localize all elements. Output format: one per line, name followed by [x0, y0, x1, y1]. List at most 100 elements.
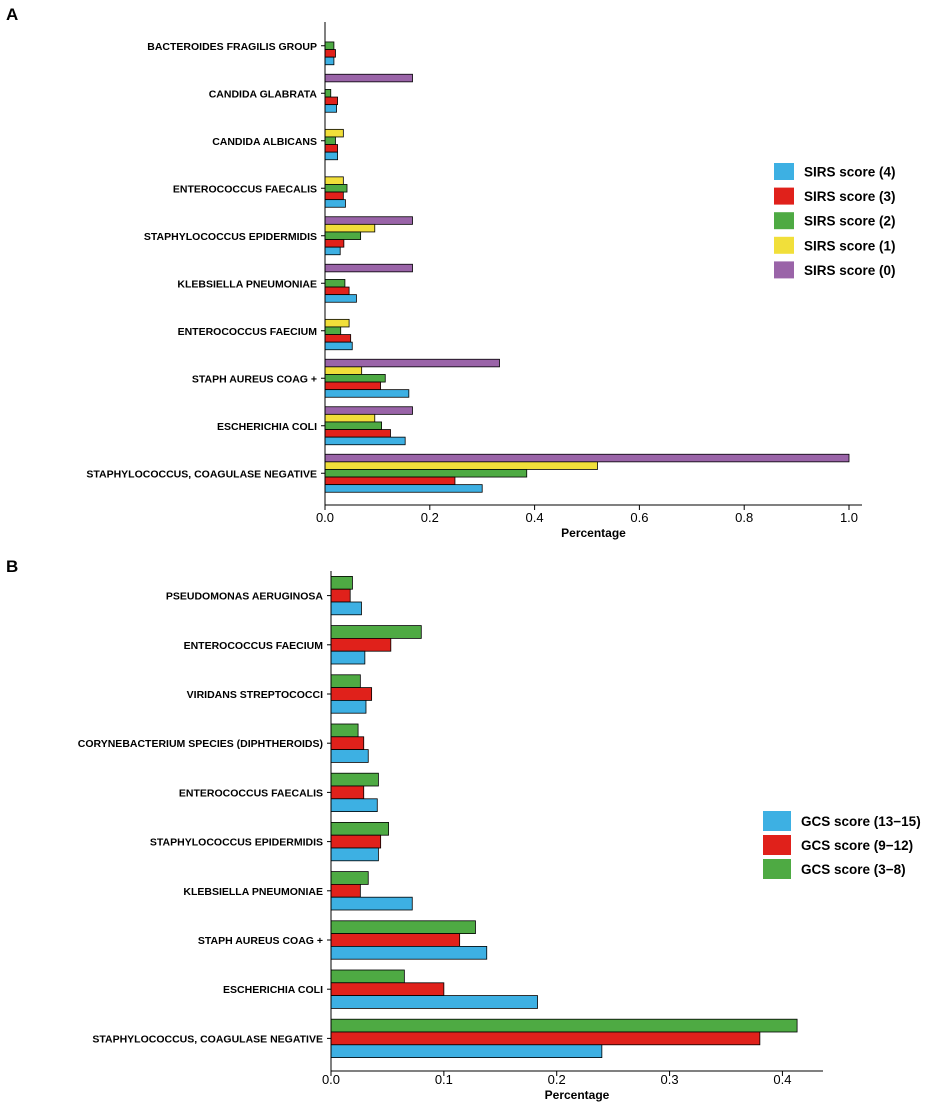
- panel-a-bar: [324, 136, 336, 145]
- panel-a-category-label: STAPH AUREUS COAG +: [192, 373, 317, 385]
- panel-b-category-label: ENTEROCOCCUS FAECALIS: [179, 787, 323, 799]
- panel-a-bar: [324, 453, 850, 463]
- panel-b-category-label: ESCHERICHIA COLI: [223, 984, 323, 996]
- panel-a-bar: [324, 436, 406, 446]
- panel-b-category-label: VIRIDANS STREPTOCOCCI: [187, 689, 323, 701]
- panel-a-bar: [324, 96, 338, 106]
- panel-a-legend-label: SIRS score (2): [804, 214, 896, 229]
- panel-a-bar: [324, 223, 376, 233]
- panel-a-category-label: ENTEROCOCCUS FAECIUM: [178, 326, 318, 338]
- panel-a-legend-swatch: [774, 236, 794, 254]
- panel-b-bar: [330, 933, 461, 947]
- panel-a-bar: [324, 216, 413, 225]
- panel-a-category-label: ESCHERICHIA COLI: [217, 421, 317, 433]
- panel-a-x-tick-label: 0.0: [316, 510, 334, 525]
- panel-a-legend-swatch: [774, 163, 794, 180]
- panel-a-bar: [324, 199, 346, 208]
- panel-b-category-label: PSEUDOMONAS AERUGINOSA: [166, 591, 324, 603]
- panel-b-bar: [330, 1044, 603, 1059]
- panel-a-x-tick-label: 0.8: [735, 510, 753, 525]
- panel-b-bar: [330, 601, 362, 616]
- panel-a-label: A: [6, 5, 18, 24]
- panel-b-bar: [330, 700, 367, 714]
- panel-a-bar: [324, 406, 413, 415]
- panel-b-bar: [330, 847, 379, 862]
- panel-a-bar: [324, 421, 382, 430]
- panel-b-x-tick-label: 0.1: [435, 1072, 453, 1087]
- panel-a-category-label: CANDIDA ALBICANS: [212, 136, 317, 148]
- panel-b-legend-swatch: [763, 859, 791, 879]
- panel-a-bar: [324, 381, 381, 391]
- panel-a-legend-swatch: [774, 261, 794, 279]
- panel-b-bar: [330, 884, 361, 898]
- panel-b-x-tick-label: 0.3: [661, 1072, 679, 1087]
- panel-b-category-label: KLEBSIELLA PNEUMONIAE: [183, 886, 323, 898]
- panel-b-bar: [330, 723, 359, 738]
- panel-a-x-tick-label: 1.0: [840, 510, 858, 525]
- panel-a-x-tick-label: 0.2: [421, 510, 439, 525]
- panel-b-bar: [330, 588, 351, 603]
- panel-a-bar: [324, 239, 345, 248]
- panel-b-label: B: [6, 557, 18, 576]
- panel-a-bar: [324, 429, 391, 438]
- panel-a-bar: [324, 176, 344, 185]
- panel-b-bar: [330, 969, 405, 984]
- panel-a-bar: [324, 413, 376, 423]
- panel-a-x-tick-label: 0.4: [526, 510, 544, 525]
- panel-b-bar: [330, 896, 413, 911]
- panel-a-legend-swatch: [774, 212, 794, 230]
- panel-b-legend-label: GCS score (13−15): [801, 814, 921, 829]
- panel-a-bar: [324, 231, 362, 240]
- panel-a-bar: [324, 484, 483, 493]
- panel-a-bar: [324, 246, 341, 256]
- panel-b-x-tick-label: 0.2: [548, 1072, 566, 1087]
- panel-a-bar: [324, 184, 348, 193]
- panel-b-bar: [330, 946, 488, 960]
- panel-b-category-label: STAPH AUREUS COAG +: [198, 935, 323, 947]
- panel-a-bar: [324, 318, 350, 328]
- panel-b-bar: [330, 871, 369, 885]
- panel-a-bar: [324, 341, 353, 351]
- panel-b-bar: [330, 749, 369, 763]
- panel-a-bar: [324, 89, 332, 98]
- panel-b-x-axis-title: Percentage: [545, 1088, 610, 1102]
- panel-b-category-label: ENTEROCOCCUS FAECIUM: [184, 640, 324, 652]
- panel-b-x-tick-label: 0.0: [322, 1072, 340, 1087]
- panel-a-bar: [324, 334, 352, 343]
- panel-a-bar: [324, 358, 500, 368]
- panel-a-legend-label: SIRS score (1): [804, 238, 896, 253]
- panel-a-bar: [324, 279, 346, 288]
- panel-b-category-label: STAPHYLOCOCCUS, COAGULASE NEGATIVE: [92, 1033, 323, 1045]
- panel-b-bar: [330, 834, 382, 849]
- panel-b-bar: [330, 1031, 761, 1046]
- panel-a-category-label: STAPHYLOCOCCUS, COAGULASE NEGATIVE: [86, 468, 317, 480]
- panel-a-bar: [324, 128, 344, 138]
- panel-b-bar: [330, 982, 445, 996]
- panel-b-bar: [330, 1018, 798, 1033]
- panel-a-bar: [324, 56, 335, 66]
- panel-b-chart: PSEUDOMONAS AERUGINOSA ENTEROCOCCUS FAECI…: [78, 571, 921, 1102]
- panel-b-legend-swatch: [763, 811, 791, 831]
- panel-a-bar: [324, 366, 363, 375]
- panel-a-bar: [324, 461, 598, 470]
- panel-a-legend-label: SIRS score (0): [804, 263, 896, 278]
- panel-a-bar: [324, 374, 386, 383]
- panel-b-legend-label: GCS score (9−12): [801, 838, 913, 853]
- panel-b-bar: [330, 798, 378, 812]
- panel-a-chart: BACTEROIDES FRAGILIS GROUP CANDIDA GLABRA…: [86, 22, 896, 540]
- panel-a-bar: [324, 286, 350, 296]
- panel-a-legend-swatch: [774, 187, 794, 205]
- panel-a-bar: [324, 41, 335, 50]
- panel-a-bar: [324, 294, 357, 303]
- panel-b-bar: [330, 785, 365, 800]
- panel-a-bar: [324, 469, 528, 478]
- panel-a-category-label: BACTEROIDES FRAGILIS GROUP: [147, 41, 317, 53]
- panel-a-bar: [324, 326, 342, 335]
- panel-a-x-axis-title: Percentage: [561, 526, 626, 540]
- panel-a-x-tick-label: 0.6: [630, 510, 648, 525]
- panel-b-legend-label: GCS score (3−8): [801, 862, 906, 877]
- panel-a-category-label: CANDIDA GLABRATA: [209, 88, 318, 100]
- panel-a-category-label: STAPHYLOCOCCUS EPIDERMIDIS: [144, 231, 317, 243]
